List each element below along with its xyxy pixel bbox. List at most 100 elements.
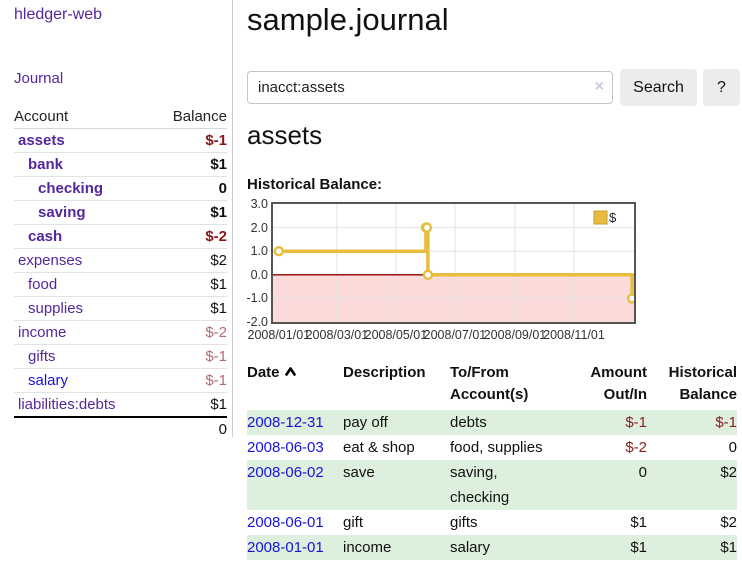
x-axis-tick-label: 2008/05/01 [364,328,428,342]
chart-plot-area[interactable]: $ [271,202,636,324]
transaction-description: pay off [343,414,388,431]
account-balance: $2 [152,248,227,273]
balance-column-header: Balance [152,106,227,129]
account-link[interactable]: bank [28,156,64,173]
account-balance: $1 [152,200,227,225]
transaction-row[interactable]: 2008-06-02 save saving, checking 0 $2 [247,460,737,510]
chart-heading: Historical Balance: [247,176,383,193]
historical-balance-chart: $ 3.0 2.0 1.0 0.0 -1.0 -2.0 2008/01/01 2008/03/… [246,196,742,346]
account-row: food $1 [14,272,227,297]
account-row: bank $1 [14,152,227,177]
total-row: 0 [14,416,227,441]
x-axis-tick-label: 2008/07/01 [423,328,487,342]
transaction-balance: $-1 [715,414,737,431]
account-row: assets $-1 [14,128,227,153]
transaction-amount: $1 [630,539,647,556]
account-row: supplies $1 [14,296,227,321]
legend-label: $ [609,210,617,225]
transaction-date-link[interactable]: 2008-06-03 [247,439,324,456]
transaction-date-cell: 2008-06-01 [247,510,343,535]
data-point-marker[interactable] [273,246,285,257]
data-point-marker[interactable] [626,293,634,304]
register-table-header: Date Description To/From Account(s) Amount Ou… [247,362,737,410]
x-axis-tick-label: 2008/09/01 [483,328,547,342]
transaction-amount: 0 [638,464,647,481]
main-content: sample.journal × Search ? assets Histori… [246,0,742,582]
search-input[interactable] [247,71,613,104]
transaction-accounts: debts [450,414,487,431]
account-link[interactable]: expenses [18,252,83,269]
y-axis-tick-label: -1.0 [246,291,268,306]
sidebar: hledger-web Journal Account Balance asse… [0,0,233,441]
sort-ascending-icon[interactable] [284,366,297,377]
account-row: saving $1 [14,200,227,225]
account-link[interactable]: checking [38,180,104,197]
transaction-date-cell: 2008-01-01 [247,535,343,560]
account-row: expenses $2 [14,248,227,273]
transaction-amount: $-2 [625,439,647,456]
data-point-marker[interactable] [421,222,433,233]
accounts-balance-table: Account Balance assets $-1 bank $1 checking 0… [14,106,227,441]
register-column-header-to/from-account(s): To/From Account(s) [450,364,529,403]
transaction-date-cell: 2008-06-03 [247,435,343,460]
account-link[interactable]: salary [28,372,69,389]
account-link[interactable]: food [28,276,58,293]
account-column-header: Account [14,106,153,129]
transaction-description: income [343,539,392,556]
account-balance: $1 [152,152,227,177]
account-balance: $1 [152,392,227,418]
account-link[interactable]: gifts [28,348,56,365]
x-axis-tick-label: 2008/03/01 [305,328,369,342]
chart-canvas: $ [273,204,634,322]
search-button[interactable]: Search [620,69,697,106]
account-balance: 0 [152,176,227,201]
transaction-description: eat & shop [343,439,415,456]
account-balance: $1 [152,296,227,321]
transaction-date-link[interactable]: 2008-06-01 [247,514,324,531]
register-table: Date Description To/From Account(s) Amount Ou… [247,362,737,560]
account-cell: expenses [14,248,153,273]
transaction-row[interactable]: 2008-06-03 eat & shop food, supplies $-2 0 [247,435,737,460]
x-axis-tick-label: 2008/11/01 [543,328,605,342]
transaction-date-link[interactable]: 2008-12-31 [247,414,324,431]
transaction-amount: $1 [630,514,647,531]
account-heading: assets [247,120,323,150]
account-link[interactable]: supplies [28,300,84,317]
transaction-row[interactable]: 2008-12-31 pay off debts $-1 $-1 [247,410,737,435]
account-cell: food [14,272,153,297]
transaction-row[interactable]: 2008-06-01 gift gifts $1 $2 [247,510,737,535]
brand-link[interactable]: hledger-web [14,6,103,23]
register-column-header-description: Description [343,364,426,381]
account-link[interactable]: saving [38,204,86,221]
account-cell: income [14,320,153,345]
account-balance: $-2 [152,224,227,249]
transaction-date-cell: 2008-12-31 [247,410,343,435]
account-cell: liabilities:debts [14,392,153,418]
sidebar-item-journal[interactable]: Journal [14,70,64,87]
transaction-date-cell: 2008-06-02 [247,460,343,510]
y-axis-tick-label: 0.0 [250,267,268,282]
page-title: sample.journal [247,2,449,37]
account-link[interactable]: liabilities:debts [18,396,116,413]
account-cell: salary [14,368,153,393]
register-column-header-date[interactable]: Date [247,362,343,410]
account-cell: checking [14,176,153,201]
transaction-balance: $2 [720,464,737,481]
account-link[interactable]: income [18,324,67,341]
account-balance: $-1 [152,128,227,153]
account-cell: bank [14,152,153,177]
transaction-row[interactable]: 2008-01-01 income salary $1 $1 [247,535,737,560]
transaction-balance: 0 [728,439,737,456]
transaction-balance: $2 [720,514,737,531]
transaction-date-link[interactable]: 2008-01-01 [247,539,324,556]
account-cell: assets [14,128,153,153]
clear-search-icon[interactable]: × [594,78,604,95]
transaction-date-link[interactable]: 2008-06-02 [247,464,324,481]
data-point-marker[interactable] [422,269,434,281]
account-cell: cash [14,224,153,249]
help-button[interactable]: ? [703,69,740,106]
account-link[interactable]: cash [28,228,63,245]
account-link[interactable]: assets [18,132,65,149]
y-axis-tick-label: 2.0 [250,220,268,235]
